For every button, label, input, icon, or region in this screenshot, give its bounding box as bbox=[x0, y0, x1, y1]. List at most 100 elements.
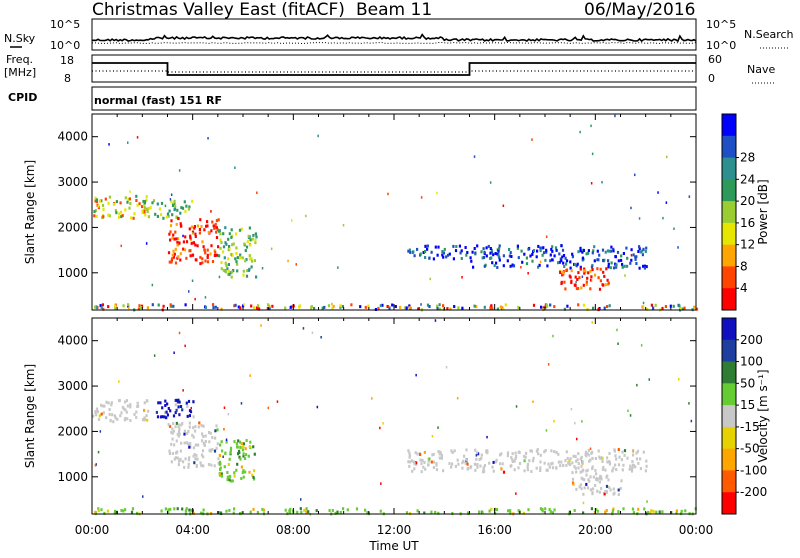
data-cell bbox=[407, 460, 410, 464]
data-cell bbox=[650, 303, 653, 307]
data-cell bbox=[449, 307, 452, 311]
data-cell bbox=[257, 304, 260, 308]
data-cell bbox=[498, 258, 501, 262]
data-cell bbox=[517, 509, 520, 513]
data-cell bbox=[177, 255, 180, 259]
data-cell bbox=[176, 450, 179, 454]
data-cell bbox=[558, 260, 561, 264]
data-cell bbox=[240, 442, 243, 446]
data-cell bbox=[216, 428, 219, 432]
data-cell bbox=[688, 195, 691, 198]
data-cell bbox=[342, 224, 345, 227]
data-cell bbox=[441, 250, 444, 253]
nave-tick-bottom: 0 bbox=[708, 72, 715, 85]
data-cell bbox=[462, 459, 465, 463]
data-cell bbox=[136, 401, 139, 405]
data-cell bbox=[170, 200, 173, 204]
power-y-axis-label: Slant Range [km] bbox=[23, 160, 37, 264]
data-cell bbox=[214, 436, 217, 440]
data-cell bbox=[167, 214, 170, 218]
data-cell bbox=[586, 468, 589, 472]
data-cell bbox=[483, 464, 486, 468]
data-cell bbox=[248, 445, 251, 448]
data-cell bbox=[549, 303, 552, 307]
data-cell bbox=[555, 450, 558, 454]
data-cell bbox=[227, 272, 230, 276]
data-cell bbox=[177, 398, 180, 402]
data-cell bbox=[224, 270, 228, 274]
data-cell bbox=[637, 461, 640, 465]
data-cell bbox=[161, 415, 164, 419]
y-tick-label: 4000 bbox=[57, 130, 88, 144]
data-cell bbox=[650, 509, 653, 513]
data-cell bbox=[599, 267, 602, 271]
data-cell bbox=[475, 451, 479, 455]
data-cell bbox=[635, 451, 638, 455]
data-cell bbox=[514, 451, 517, 455]
data-cell bbox=[211, 220, 214, 224]
data-cell bbox=[189, 442, 192, 446]
data-cell bbox=[164, 204, 167, 208]
data-cell bbox=[188, 249, 191, 253]
data-cell bbox=[200, 511, 203, 515]
data-cell bbox=[149, 206, 152, 210]
data-cell bbox=[539, 260, 542, 264]
data-cell bbox=[652, 509, 655, 513]
data-cell bbox=[545, 429, 548, 432]
data-cell bbox=[497, 254, 500, 258]
data-cell bbox=[97, 450, 100, 454]
data-cell bbox=[592, 249, 595, 253]
data-cell bbox=[165, 416, 168, 420]
data-cell bbox=[238, 451, 241, 454]
data-cell bbox=[146, 418, 149, 422]
data-cell bbox=[271, 304, 274, 308]
data-cell bbox=[602, 465, 605, 469]
data-cell bbox=[420, 303, 422, 306]
data-cell bbox=[504, 303, 507, 307]
data-cell bbox=[210, 244, 213, 248]
data-cell bbox=[240, 402, 243, 405]
data-cell bbox=[581, 275, 584, 278]
data-cell bbox=[144, 213, 147, 217]
data-cell bbox=[408, 306, 411, 310]
data-cell bbox=[157, 401, 160, 405]
data-cell bbox=[591, 492, 594, 496]
data-cell bbox=[228, 508, 231, 512]
data-cell bbox=[448, 252, 451, 256]
data-cell bbox=[143, 401, 146, 405]
data-cell bbox=[545, 250, 548, 254]
data-cell bbox=[121, 214, 124, 218]
data-cell bbox=[652, 306, 655, 310]
data-cell bbox=[213, 449, 217, 453]
data-cell bbox=[575, 264, 578, 268]
search-right-label: N.Search bbox=[744, 28, 794, 41]
data-cell bbox=[107, 213, 110, 217]
data-cell bbox=[461, 276, 463, 279]
data-cell bbox=[179, 458, 182, 462]
colorbar-tick-label: -50 bbox=[740, 442, 760, 456]
data-cell bbox=[562, 261, 565, 265]
data-cell bbox=[474, 448, 477, 452]
data-cell bbox=[218, 254, 221, 258]
colorbar-swatch bbox=[722, 383, 736, 406]
data-cell bbox=[641, 253, 644, 257]
data-cell bbox=[162, 304, 165, 308]
data-cell bbox=[118, 215, 121, 219]
data-cell bbox=[206, 260, 210, 264]
data-cell bbox=[189, 236, 192, 240]
data-cell bbox=[454, 249, 458, 253]
data-cell bbox=[192, 241, 196, 245]
data-cell bbox=[261, 507, 264, 511]
data-cell bbox=[107, 401, 110, 405]
data-cell bbox=[436, 191, 438, 195]
velocity-y-axis-label: Slant Range [km] bbox=[23, 364, 37, 468]
data-cell bbox=[617, 463, 621, 467]
data-cell bbox=[145, 414, 148, 418]
data-cell bbox=[585, 280, 588, 284]
data-cell bbox=[587, 271, 590, 275]
data-cell bbox=[638, 266, 641, 270]
data-cell bbox=[185, 441, 188, 445]
data-cell bbox=[620, 479, 623, 483]
data-cell bbox=[202, 424, 205, 428]
data-cell bbox=[646, 307, 649, 311]
